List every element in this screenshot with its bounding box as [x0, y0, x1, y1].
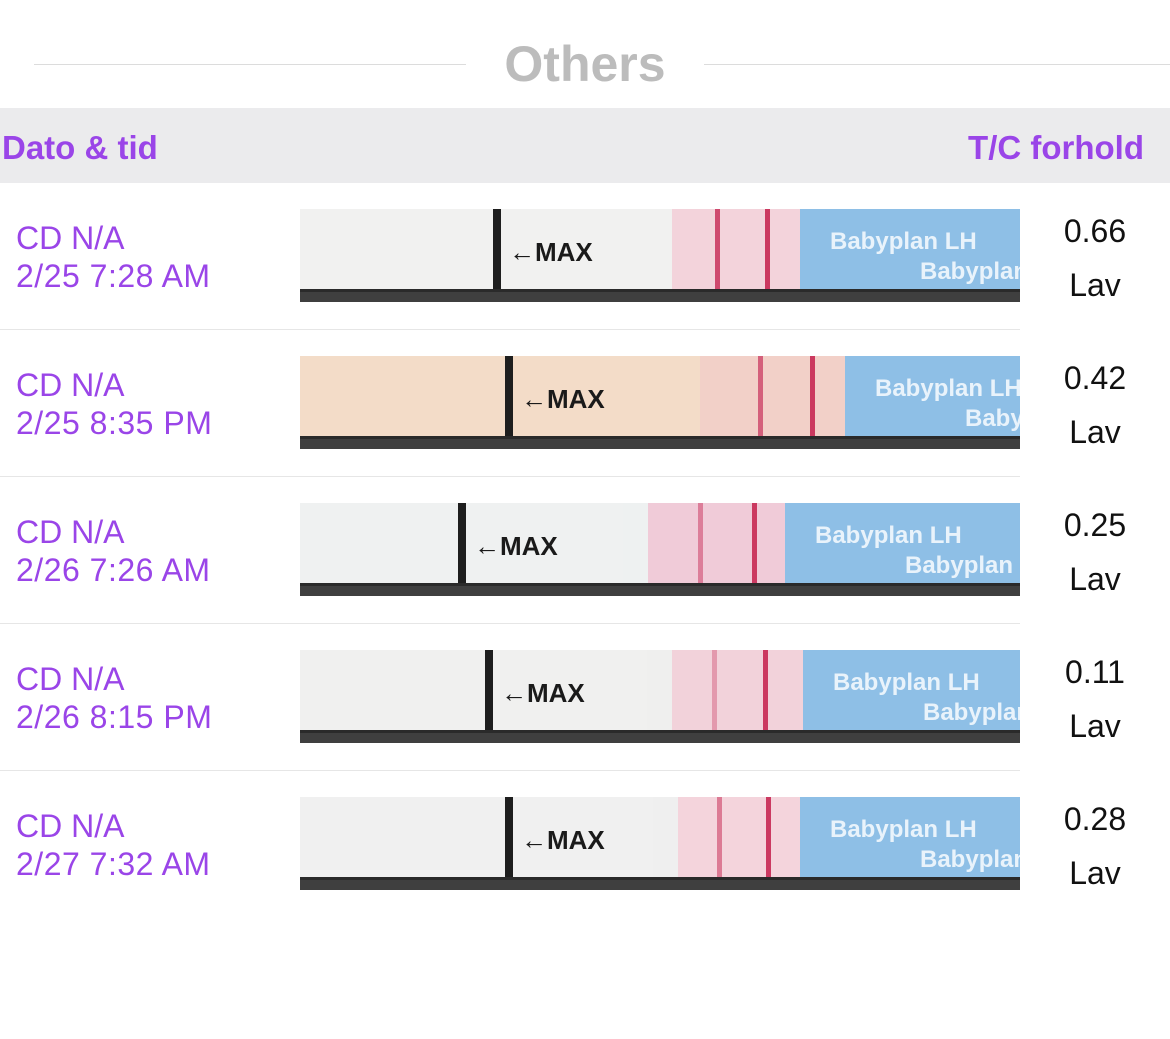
strip-max-label: ←MAX [474, 531, 558, 561]
strip-graphic: ←MAX Babyplan LH Babyplan [300, 503, 1020, 596]
test-datetime: 2/26 8:15 PM [16, 699, 213, 735]
test-row[interactable]: CD N/A 2/27 7:32 AM ←MAX Babyplan LH Babyp… [0, 771, 1170, 918]
tc-ratio-value: 0.66 [1063, 213, 1127, 249]
test-datetime: 2/25 7:28 AM [16, 258, 211, 294]
strip-control-line [763, 650, 768, 732]
test-row[interactable]: CD N/A 2/26 8:15 PM ←MAX Babyplan LH Babyp… [0, 624, 1170, 771]
test-strip-photo[interactable]: ←MAX Babyplan LH Babyplan [300, 797, 1020, 890]
cycle-day: CD N/A [16, 514, 125, 550]
strip-brand-text: Babyplan [920, 258, 1020, 285]
lh-level-label: Lav [1069, 855, 1121, 891]
strip-brand-text: Babyplan [920, 846, 1020, 873]
cycle-day: CD N/A [16, 367, 125, 403]
test-list: CD N/A 2/25 7:28 AM ←MAX Babyplan LH Babyp… [0, 183, 1170, 918]
strip-control-line [765, 209, 770, 291]
strip-brand-text: Babyplan LH [833, 669, 980, 696]
strip-brand-text: Babyplan LH [830, 816, 977, 843]
test-datetime: 2/25 8:35 PM [16, 405, 213, 441]
row-divider [0, 329, 1020, 330]
cycle-day: CD N/A [16, 808, 125, 844]
section-title: Others [504, 36, 666, 92]
column-header-ratio[interactable]: T/C forhold [968, 129, 1144, 166]
strip-max-label: ←MAX [501, 678, 585, 708]
test-row[interactable]: CD N/A 2/26 7:26 AM ←MAX Babyplan LH Babyp… [0, 477, 1170, 624]
strip-reaction-pad [678, 797, 800, 879]
strip-brand-text: Babyplan [923, 699, 1020, 726]
strip-brand-text: Babyplan [905, 552, 1013, 579]
strip-graphic: ←MAX Babyplan LH Babyplan [300, 209, 1020, 302]
strip-brand-band [800, 797, 1020, 879]
tc-ratio-value: 0.11 [1065, 654, 1125, 690]
strip-control-line [810, 356, 815, 438]
strip-brand-text: Babyplan LH [875, 375, 1020, 402]
strip-max-bar [493, 209, 501, 291]
strip-graphic: ←MAX Babyplan LH Babyplan [300, 356, 1020, 449]
lh-level-label: Lav [1069, 708, 1121, 744]
strip-test-line [715, 209, 720, 291]
test-row[interactable]: CD N/A 2/25 8:35 PM ←MAX Babyplan LH Babyp… [0, 330, 1170, 477]
strip-max-bar [505, 797, 513, 879]
test-datetime: 2/26 7:26 AM [16, 552, 211, 588]
strip-max-label: ←MAX [521, 825, 605, 855]
column-header-date[interactable]: Dato & tid [2, 129, 158, 166]
row-divider [0, 476, 1020, 477]
strip-control-line [752, 503, 757, 585]
lh-level-label: Lav [1069, 267, 1121, 303]
strip-test-line [717, 797, 722, 879]
lh-level-label: Lav [1069, 414, 1121, 450]
strip-test-line [758, 356, 763, 438]
strip-graphic: ←MAX Babyplan LH Babyplan [300, 797, 1020, 890]
tc-ratio-value: 0.25 [1063, 507, 1127, 543]
strip-graphic: ←MAX Babyplan LH Babyplan [300, 650, 1020, 743]
row-divider [0, 623, 1020, 624]
strip-brand-band [845, 356, 1020, 438]
strip-control-line [766, 797, 771, 879]
test-strip-photo[interactable]: ←MAX Babyplan LH Babyplan [300, 650, 1020, 743]
row-divider [0, 770, 1020, 771]
cycle-day: CD N/A [16, 661, 125, 697]
strip-reaction-pad [648, 503, 785, 585]
strip-max-label: ←MAX [509, 237, 593, 267]
strip-reaction-pad [672, 650, 803, 732]
test-strip-photo[interactable]: ←MAX Babyplan LH Babyplan [300, 209, 1020, 302]
strip-brand-text: Babyplan LH [830, 228, 977, 255]
test-strip-photo[interactable]: ←MAX Babyplan LH Babyplan [300, 503, 1020, 596]
strip-reaction-pad [672, 209, 800, 291]
tc-ratio-value: 0.28 [1063, 801, 1127, 837]
strip-max-label: ←MAX [521, 384, 605, 414]
test-strip-photo[interactable]: ←MAX Babyplan LH Babyplan [300, 356, 1020, 449]
strip-brand-band [800, 209, 1020, 291]
strip-max-bar [458, 503, 466, 585]
strip-brand-text: Babyplan LH [815, 522, 962, 549]
test-datetime: 2/27 7:32 AM [16, 846, 211, 882]
strip-brand-text: Babyplan [965, 405, 1020, 432]
cycle-day: CD N/A [16, 220, 125, 256]
tc-ratio-value: 0.42 [1063, 360, 1127, 396]
strip-test-line [712, 650, 717, 732]
strip-max-bar [505, 356, 513, 438]
table-header: Dato & tid T/C forhold [0, 108, 1170, 183]
lh-level-label: Lav [1069, 561, 1121, 597]
section-divider-right [704, 64, 1170, 65]
strip-reaction-pad [700, 356, 845, 438]
strip-brand-band [785, 503, 1020, 585]
section-divider-left [34, 64, 466, 65]
strip-brand-band [803, 650, 1020, 732]
strip-test-line [698, 503, 703, 585]
strip-max-bar [485, 650, 493, 732]
section-header: Others [0, 0, 1170, 108]
test-row[interactable]: CD N/A 2/25 7:28 AM ←MAX Babyplan LH Babyp… [0, 183, 1170, 330]
